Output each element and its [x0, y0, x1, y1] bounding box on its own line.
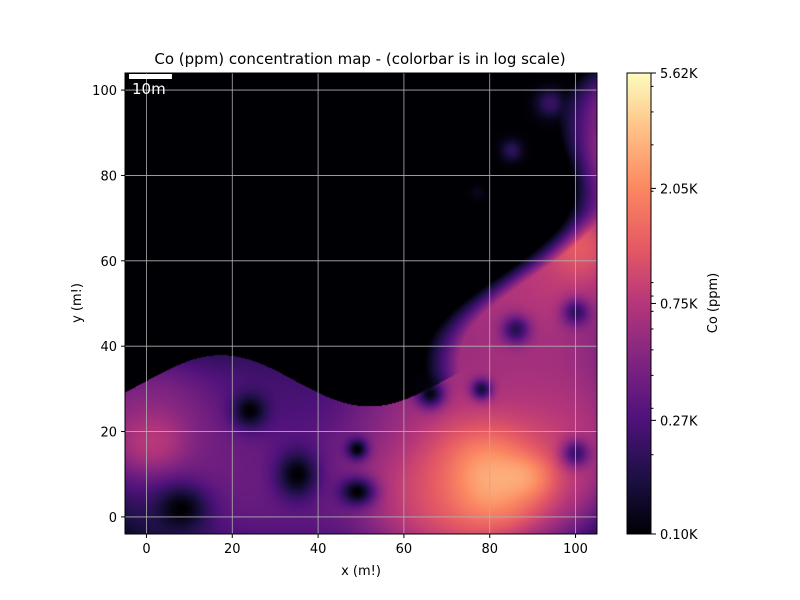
y-tick-label: 20 — [100, 426, 117, 441]
colorbar-ticks: 0.10K 0.27K 0.75K 2.05K 5.62K — [651, 67, 698, 543]
colorbar-minor-ticks — [651, 85, 654, 456]
y-axis-ticks: 0 20 40 60 80 100 — [92, 84, 125, 526]
colorbar-label: Co (ppm) — [706, 273, 721, 333]
y-tick-label: 60 — [100, 255, 117, 270]
colorbar-tick-label: 0.75K — [660, 297, 698, 312]
x-tick-label: 100 — [563, 542, 588, 557]
colorbar-tick-label: 0.10K — [660, 528, 698, 543]
x-tick-label: 60 — [396, 542, 413, 557]
heatmap-canvas — [125, 73, 597, 534]
x-axis-ticks: 0 20 40 60 80 100 — [142, 534, 588, 557]
x-tick-label: 20 — [224, 542, 241, 557]
x-tick-label: 80 — [481, 542, 498, 557]
y-tick-label: 0 — [109, 511, 117, 526]
y-axis-label: y (m!) — [70, 283, 85, 323]
grid-lines — [125, 73, 597, 534]
y-tick-label: 80 — [100, 169, 117, 184]
x-tick-label: 0 — [142, 542, 150, 557]
colorbar-tick-label: 5.62K — [660, 67, 698, 82]
x-axis-label: x (m!) — [341, 564, 381, 579]
colorbar — [626, 72, 652, 535]
scale-bar — [129, 74, 172, 79]
y-tick-label: 40 — [100, 340, 117, 355]
colorbar-tick-label: 0.27K — [660, 414, 698, 429]
x-tick-label: 40 — [310, 542, 327, 557]
plot-frame — [124, 72, 598, 535]
colorbar-tick-label: 2.05K — [660, 182, 698, 197]
heatmap-area — [125, 73, 597, 534]
y-tick-label: 100 — [92, 84, 117, 99]
scale-bar-label: 10m — [132, 80, 166, 98]
chart-title: Co (ppm) concentration map - (colorbar i… — [154, 50, 565, 68]
